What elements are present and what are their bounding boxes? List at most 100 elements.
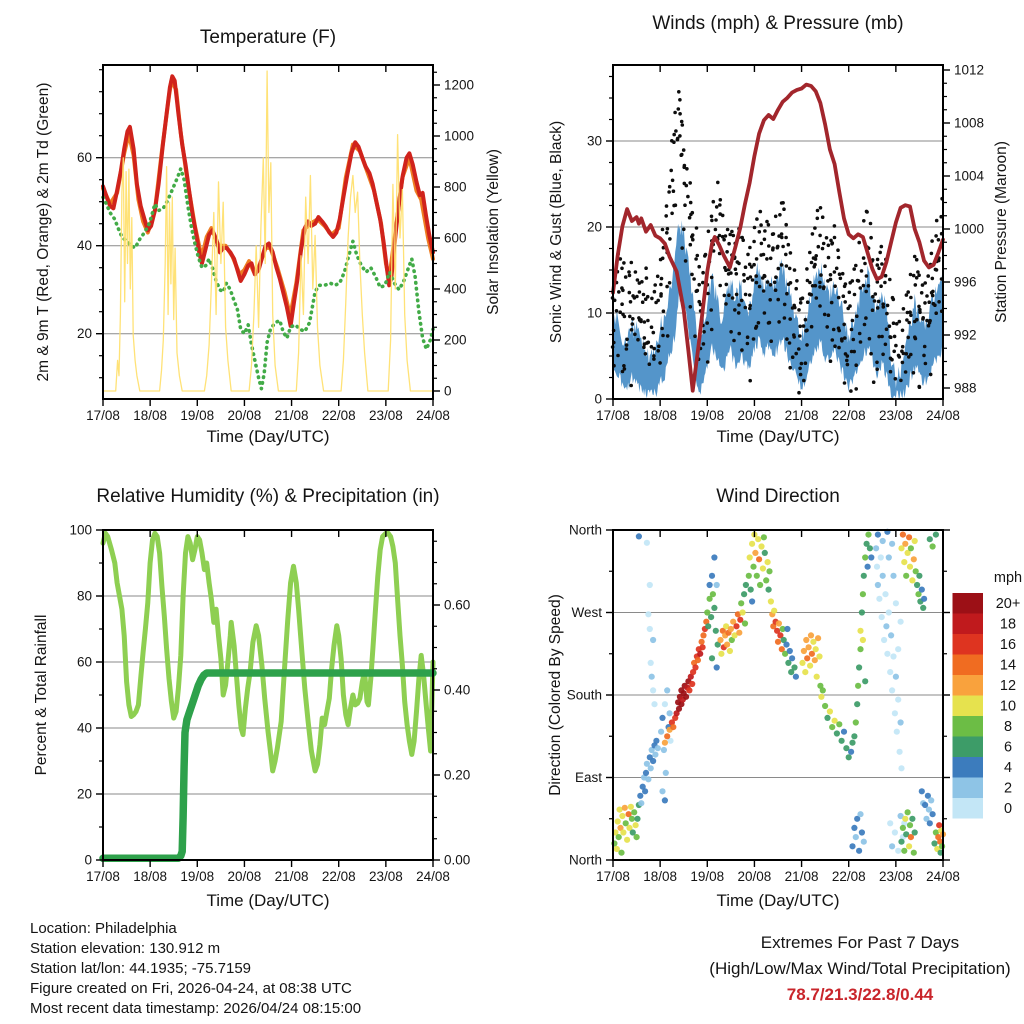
svg-text:17/08: 17/08 — [86, 869, 120, 884]
svg-text:60: 60 — [77, 655, 92, 670]
station-location-line: Location: Philadelphia — [30, 920, 177, 937]
total-rainfall-line — [99, 669, 437, 863]
svg-text:22/08: 22/08 — [322, 408, 356, 423]
svg-text:1012: 1012 — [954, 63, 984, 78]
temperature-chart: 17/08 18/08 19/08 20/08 21/08 22/08 23/08 24/08… — [77, 64, 474, 423]
wind-direction-chart: 17/08 18/08 19/08 20/08 21/08 22/08 23/08 24/08… — [567, 523, 960, 885]
winds-xaxis-label: Time (Day/UTC) — [716, 427, 840, 446]
svg-text:996: 996 — [954, 275, 977, 290]
svg-text:18/08: 18/08 — [643, 408, 677, 423]
svg-text:19/08: 19/08 — [690, 408, 724, 423]
svg-text:400: 400 — [444, 282, 467, 297]
svg-text:17/08: 17/08 — [86, 408, 120, 423]
svg-text:22/08: 22/08 — [322, 869, 356, 884]
svg-text:17/08: 17/08 — [596, 869, 630, 884]
svg-text:West: West — [571, 605, 602, 620]
svg-text:4: 4 — [1004, 760, 1012, 776]
svg-text:60: 60 — [77, 150, 92, 165]
extremes-title: Extremes For Past 7 Days — [760, 933, 960, 952]
station-elevation-line: Station elevation: 130.912 m — [30, 940, 221, 957]
pressure-yaxis-right-label: Station Pressure (Maroon) — [993, 141, 1010, 323]
winds-pressure-chart-title: Winds (mph) & Pressure (mb) — [652, 13, 904, 34]
svg-text:23/08: 23/08 — [369, 869, 403, 884]
svg-text:40: 40 — [77, 721, 92, 736]
svg-text:19/08: 19/08 — [690, 869, 724, 884]
svg-text:South: South — [567, 688, 602, 703]
humidity-yaxis-left-label: Percent & Total Rainfall — [33, 614, 50, 776]
svg-text:100: 100 — [69, 523, 92, 538]
svg-text:20/08: 20/08 — [738, 408, 772, 423]
wind-direction-xaxis-label: Time (Day/UTC) — [716, 891, 840, 910]
svg-text:22/08: 22/08 — [832, 869, 866, 884]
svg-text:20/08: 20/08 — [228, 408, 262, 423]
svg-text:20+: 20+ — [996, 596, 1021, 612]
series-2m-t — [101, 74, 435, 328]
svg-text:0: 0 — [84, 853, 92, 868]
svg-text:24/08: 24/08 — [416, 408, 450, 423]
svg-text:6: 6 — [1004, 740, 1012, 756]
wind-yaxis-left-label: Sonic Wind & Gust (Blue, Black) — [548, 120, 565, 344]
relative-humidity-line — [100, 530, 436, 774]
svg-text:1000: 1000 — [444, 129, 474, 144]
direction-yaxis-left-label: Direction (Colored By Speed) — [547, 594, 564, 796]
svg-text:600: 600 — [444, 231, 467, 246]
sonic-wind-band — [613, 220, 943, 399]
svg-text:10: 10 — [1000, 699, 1016, 715]
pressure-line — [611, 82, 945, 393]
svg-text:19/08: 19/08 — [180, 408, 214, 423]
solar-yaxis-right-label: Solar Insolation (Yellow) — [485, 149, 502, 315]
svg-text:23/08: 23/08 — [879, 408, 913, 423]
svg-text:18/08: 18/08 — [133, 869, 167, 884]
colorbar-title: mph — [993, 570, 1023, 586]
svg-text:21/08: 21/08 — [275, 869, 309, 884]
svg-text:0.00: 0.00 — [444, 853, 470, 868]
svg-text:20/08: 20/08 — [228, 869, 262, 884]
svg-text:0: 0 — [1004, 801, 1012, 817]
svg-text:14: 14 — [1000, 658, 1016, 674]
temperature-series — [101, 70, 435, 392]
svg-text:0: 0 — [444, 384, 452, 399]
svg-text:992: 992 — [954, 328, 977, 343]
figure-created-line: Figure created on Fri, 2026-04-24, at 08… — [30, 980, 352, 997]
svg-text:21/08: 21/08 — [785, 408, 819, 423]
extremes-block: Extremes For Past 7 Days (High/Low/Max W… — [709, 930, 1010, 1008]
temperature-yaxis-left-label: 2m & 9m T (Red, Orange) & 2m Td (Green) — [35, 82, 52, 382]
wind-direction-chart-title: Wind Direction — [716, 486, 840, 507]
svg-text:20: 20 — [77, 326, 92, 341]
svg-text:North: North — [569, 853, 602, 868]
extremes-values: 78.7/21.3/22.8/0.44 — [786, 985, 934, 1004]
svg-text:1000: 1000 — [954, 222, 984, 237]
svg-text:1200: 1200 — [444, 78, 474, 93]
svg-text:20: 20 — [77, 787, 92, 802]
recent-timestamp-line: Most recent data timestamp: 2026/04/24 0… — [30, 1000, 362, 1017]
series-2m-td — [101, 166, 435, 391]
humidity-precip-chart-title: Relative Humidity (%) & Precipitation (i… — [96, 486, 440, 507]
svg-text:23/08: 23/08 — [369, 408, 403, 423]
svg-text:22/08: 22/08 — [832, 408, 866, 423]
humidity-xaxis-label: Time (Day/UTC) — [206, 891, 330, 910]
svg-text:18/08: 18/08 — [133, 408, 167, 423]
svg-text:23/08: 23/08 — [879, 869, 913, 884]
svg-text:North: North — [569, 523, 602, 538]
svg-text:1008: 1008 — [954, 116, 984, 131]
svg-text:0.40: 0.40 — [444, 683, 470, 698]
svg-text:2: 2 — [1004, 781, 1012, 797]
svg-text:20: 20 — [587, 220, 602, 235]
station-latlon-line: Station lat/lon: 44.1935; -75.7159 — [30, 960, 252, 977]
series-solar-insolation — [102, 70, 434, 392]
svg-text:18/08: 18/08 — [643, 869, 677, 884]
svg-text:19/08: 19/08 — [180, 869, 214, 884]
svg-text:24/08: 24/08 — [926, 408, 960, 423]
svg-text:8: 8 — [1004, 719, 1012, 735]
station-info-block: Location: Philadelphia Station elevation… — [30, 919, 361, 1019]
svg-text:0.60: 0.60 — [444, 598, 470, 613]
svg-text:17/08: 17/08 — [596, 408, 630, 423]
svg-text:40: 40 — [77, 238, 92, 253]
svg-text:988: 988 — [954, 381, 977, 396]
temperature-chart-title: Temperature (F) — [199, 27, 337, 48]
svg-text:0.20: 0.20 — [444, 768, 470, 783]
svg-text:24/08: 24/08 — [416, 869, 450, 884]
svg-text:200: 200 — [444, 333, 467, 348]
